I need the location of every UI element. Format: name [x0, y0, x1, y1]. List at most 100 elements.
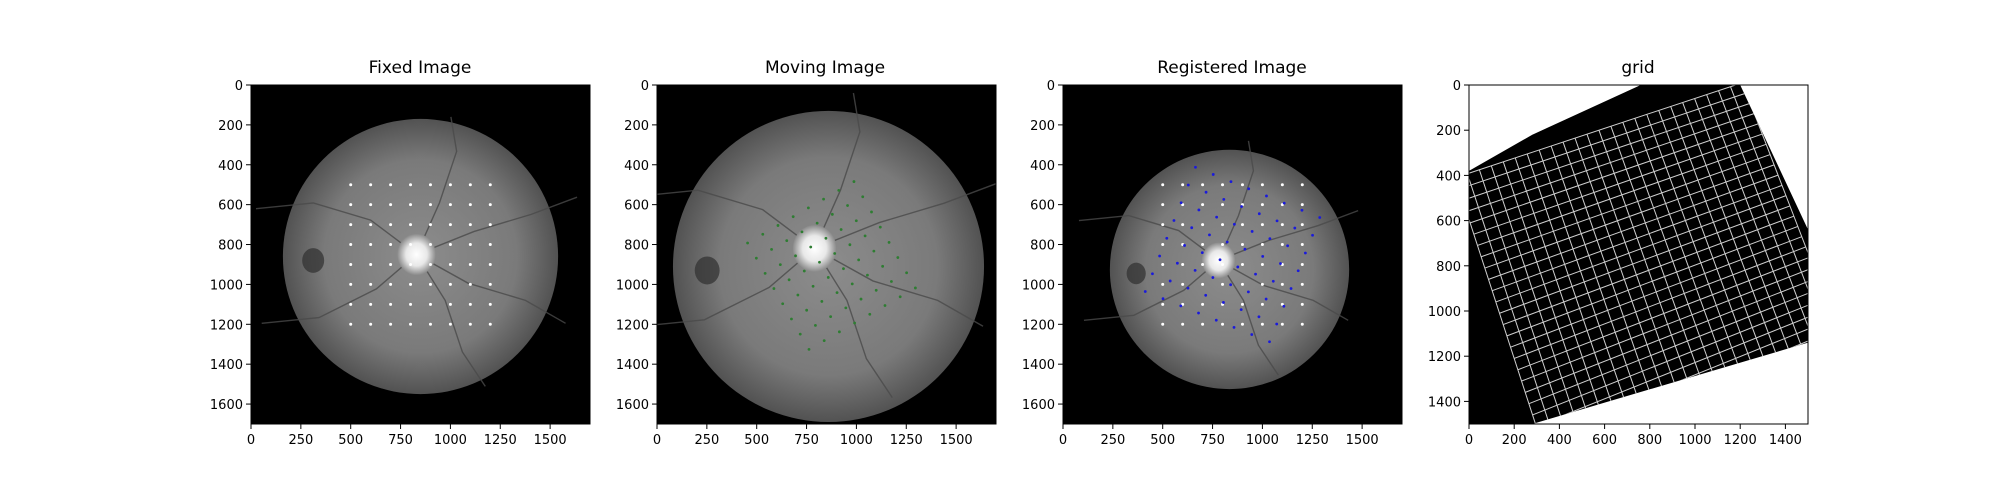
grid-point [1300, 183, 1304, 187]
registered-point [1204, 293, 1208, 297]
y-tick-label: 1000 [1022, 278, 1055, 293]
registered-point [1236, 265, 1240, 269]
x-tick-label: 1250 [484, 433, 517, 448]
moved-point [837, 188, 841, 192]
registered-point [1286, 244, 1290, 248]
moved-point [874, 288, 878, 292]
x-tick-label: 0 [1059, 433, 1067, 448]
registered-point [1257, 212, 1261, 216]
grid-point [488, 262, 492, 266]
moved-point [833, 252, 837, 255]
y-tick-label: 1400 [1428, 395, 1461, 410]
grid-point [1300, 262, 1304, 266]
panel-3: 0 200 400 600 800 1000 1200 1400 0 200 400 600 800 10… [1428, 79, 1809, 448]
retina-vessel [1078, 214, 1219, 262]
y-tick-label: 1000 [616, 278, 649, 293]
moved-point [913, 286, 917, 290]
grid-point [409, 183, 413, 187]
registered-point [1250, 333, 1254, 336]
grid-point [389, 203, 393, 207]
grid-point [1300, 322, 1304, 326]
registered-point [1250, 230, 1254, 233]
moved-point [820, 300, 824, 303]
grid-point [1161, 203, 1165, 207]
grid-point [428, 203, 432, 207]
grid-point [1240, 322, 1244, 326]
moved-point [887, 240, 891, 244]
y-tick-label: 400 [1030, 159, 1055, 174]
x-tick-label: 600 [1592, 433, 1617, 448]
grid-point [349, 243, 353, 247]
grid-point [488, 223, 492, 227]
retina-vessel [814, 247, 984, 327]
moved-point [790, 317, 793, 321]
moved-point [809, 245, 813, 249]
grid-point [1280, 322, 1284, 326]
retina-vessel [813, 92, 861, 249]
registered-point [1271, 279, 1275, 283]
moved-point [806, 206, 810, 210]
moved-point [881, 264, 885, 268]
moved-point [776, 224, 780, 227]
grid-point [349, 223, 353, 227]
grid-line [1536, 308, 1808, 424]
moved-point [763, 271, 767, 275]
panel-title-fixed: Fixed Image [368, 58, 472, 78]
registered-point [1311, 233, 1314, 237]
x-tick-label: 400 [1547, 433, 1572, 448]
registered-point [1215, 215, 1219, 219]
grid-point [369, 183, 373, 187]
moved-point [785, 239, 789, 243]
grid-point [1181, 183, 1185, 187]
moved-point [883, 304, 887, 307]
grid-point [409, 282, 413, 286]
grid-point [1280, 183, 1284, 187]
y-tick-label: 1200 [210, 318, 243, 333]
moved-point [878, 225, 882, 229]
image-content [1469, 85, 1808, 424]
grid-point [369, 322, 373, 326]
grid-point [1300, 223, 1304, 227]
moved-point [844, 306, 848, 310]
y-tick-label: 800 [218, 239, 243, 254]
grid-point [428, 302, 432, 306]
grid-point [369, 302, 373, 306]
moved-point [837, 330, 841, 334]
grid-point [1240, 262, 1244, 266]
grid-point [1280, 282, 1284, 286]
grid-point [1201, 302, 1205, 306]
y-tick-label: 1600 [210, 398, 243, 413]
moved-point [822, 197, 825, 201]
registered-point [1232, 325, 1236, 329]
panel-2: 0 250 500 750 1000 1250 1500 0 200 400 600 800 1000 1… [1022, 79, 1403, 448]
moved-point [798, 332, 802, 336]
panel-0: 0 250 500 750 1000 1250 1500 0 200 400 600 800 1000 1… [210, 79, 591, 448]
grid-point [1181, 282, 1185, 286]
y-tick-label: 0 [1047, 79, 1055, 94]
grid-point [409, 223, 413, 227]
moved-point [815, 221, 819, 225]
y-tick-label: 200 [1436, 124, 1461, 139]
moved-point [848, 243, 852, 247]
registered-point [1229, 180, 1233, 184]
moved-point [852, 180, 856, 183]
moved-point [905, 271, 909, 275]
moved-point [778, 263, 782, 267]
moved-point [807, 347, 811, 351]
registered-point [1275, 219, 1279, 223]
x-tick-label: 1200 [1724, 433, 1757, 448]
retina-fundus [672, 110, 985, 423]
grid-point [409, 322, 413, 326]
x-tick-label: 1500 [940, 433, 973, 448]
grid-point [369, 262, 373, 266]
registered-point [1229, 283, 1233, 287]
optic-disc [397, 233, 436, 276]
grid-point [428, 183, 432, 187]
moved-point [805, 308, 809, 312]
registered-point [1204, 190, 1208, 194]
panel-title-grid: grid [1621, 58, 1655, 78]
moved-point [772, 287, 776, 290]
grid-point [1201, 322, 1205, 326]
grid-point [428, 223, 432, 227]
retina-vessel [261, 253, 417, 324]
